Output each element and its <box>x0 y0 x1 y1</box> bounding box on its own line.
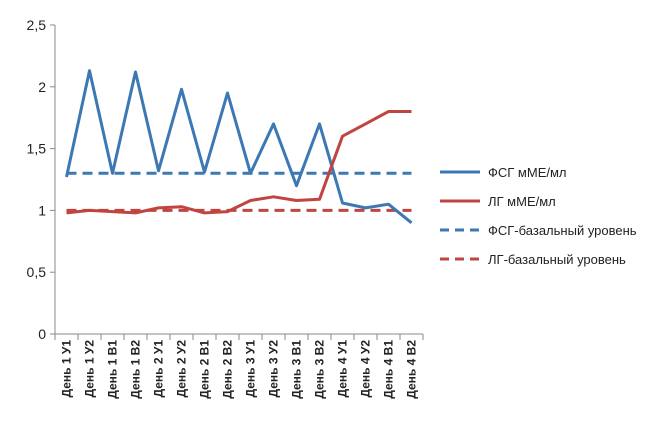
legend-label: ЛГ мМЕ/мл <box>488 194 556 209</box>
y-tick-label: 0 <box>38 326 46 342</box>
series-line-1 <box>65 69 413 224</box>
x-tick-label: День 3 У1 <box>244 340 258 398</box>
x-tick-label: День 1 У2 <box>83 340 97 398</box>
x-tick-label: День 4 У1 <box>336 340 350 398</box>
x-tick-label: День 3 В2 <box>313 340 327 399</box>
x-tick-label: День 4 У2 <box>359 340 373 398</box>
x-tick-label: День 4 В2 <box>405 340 419 399</box>
y-tick-label: 1 <box>38 202 46 218</box>
x-tick-label: День 3 У2 <box>267 340 281 398</box>
y-tick-label: 1,5 <box>27 141 47 157</box>
x-tick-label: День 2 В1 <box>198 340 212 399</box>
x-tick-label: День 4 В1 <box>382 340 396 399</box>
y-tick-label: 0,5 <box>27 264 47 280</box>
x-tick-label: День 3 В1 <box>290 340 304 399</box>
x-tick-label: День 2 У2 <box>175 340 189 398</box>
x-tick-label: День 2 У1 <box>152 340 166 398</box>
x-tick-label: День 1 В2 <box>129 340 143 399</box>
series-line-2 <box>66 110 412 215</box>
legend-label: ЛГ-базальный уровень <box>488 252 626 267</box>
x-tick-label: День 1 У1 <box>60 340 74 398</box>
x-tick-label: День 2 В2 <box>221 340 235 399</box>
legend-label: ФСГ-базальный уровень <box>488 223 637 238</box>
x-tick-label: День 1 В1 <box>106 340 120 399</box>
y-tick-label: 2 <box>38 79 46 95</box>
legend-label: ФСГ мМЕ/мл <box>488 165 567 180</box>
y-tick-label: 2,5 <box>27 17 47 33</box>
